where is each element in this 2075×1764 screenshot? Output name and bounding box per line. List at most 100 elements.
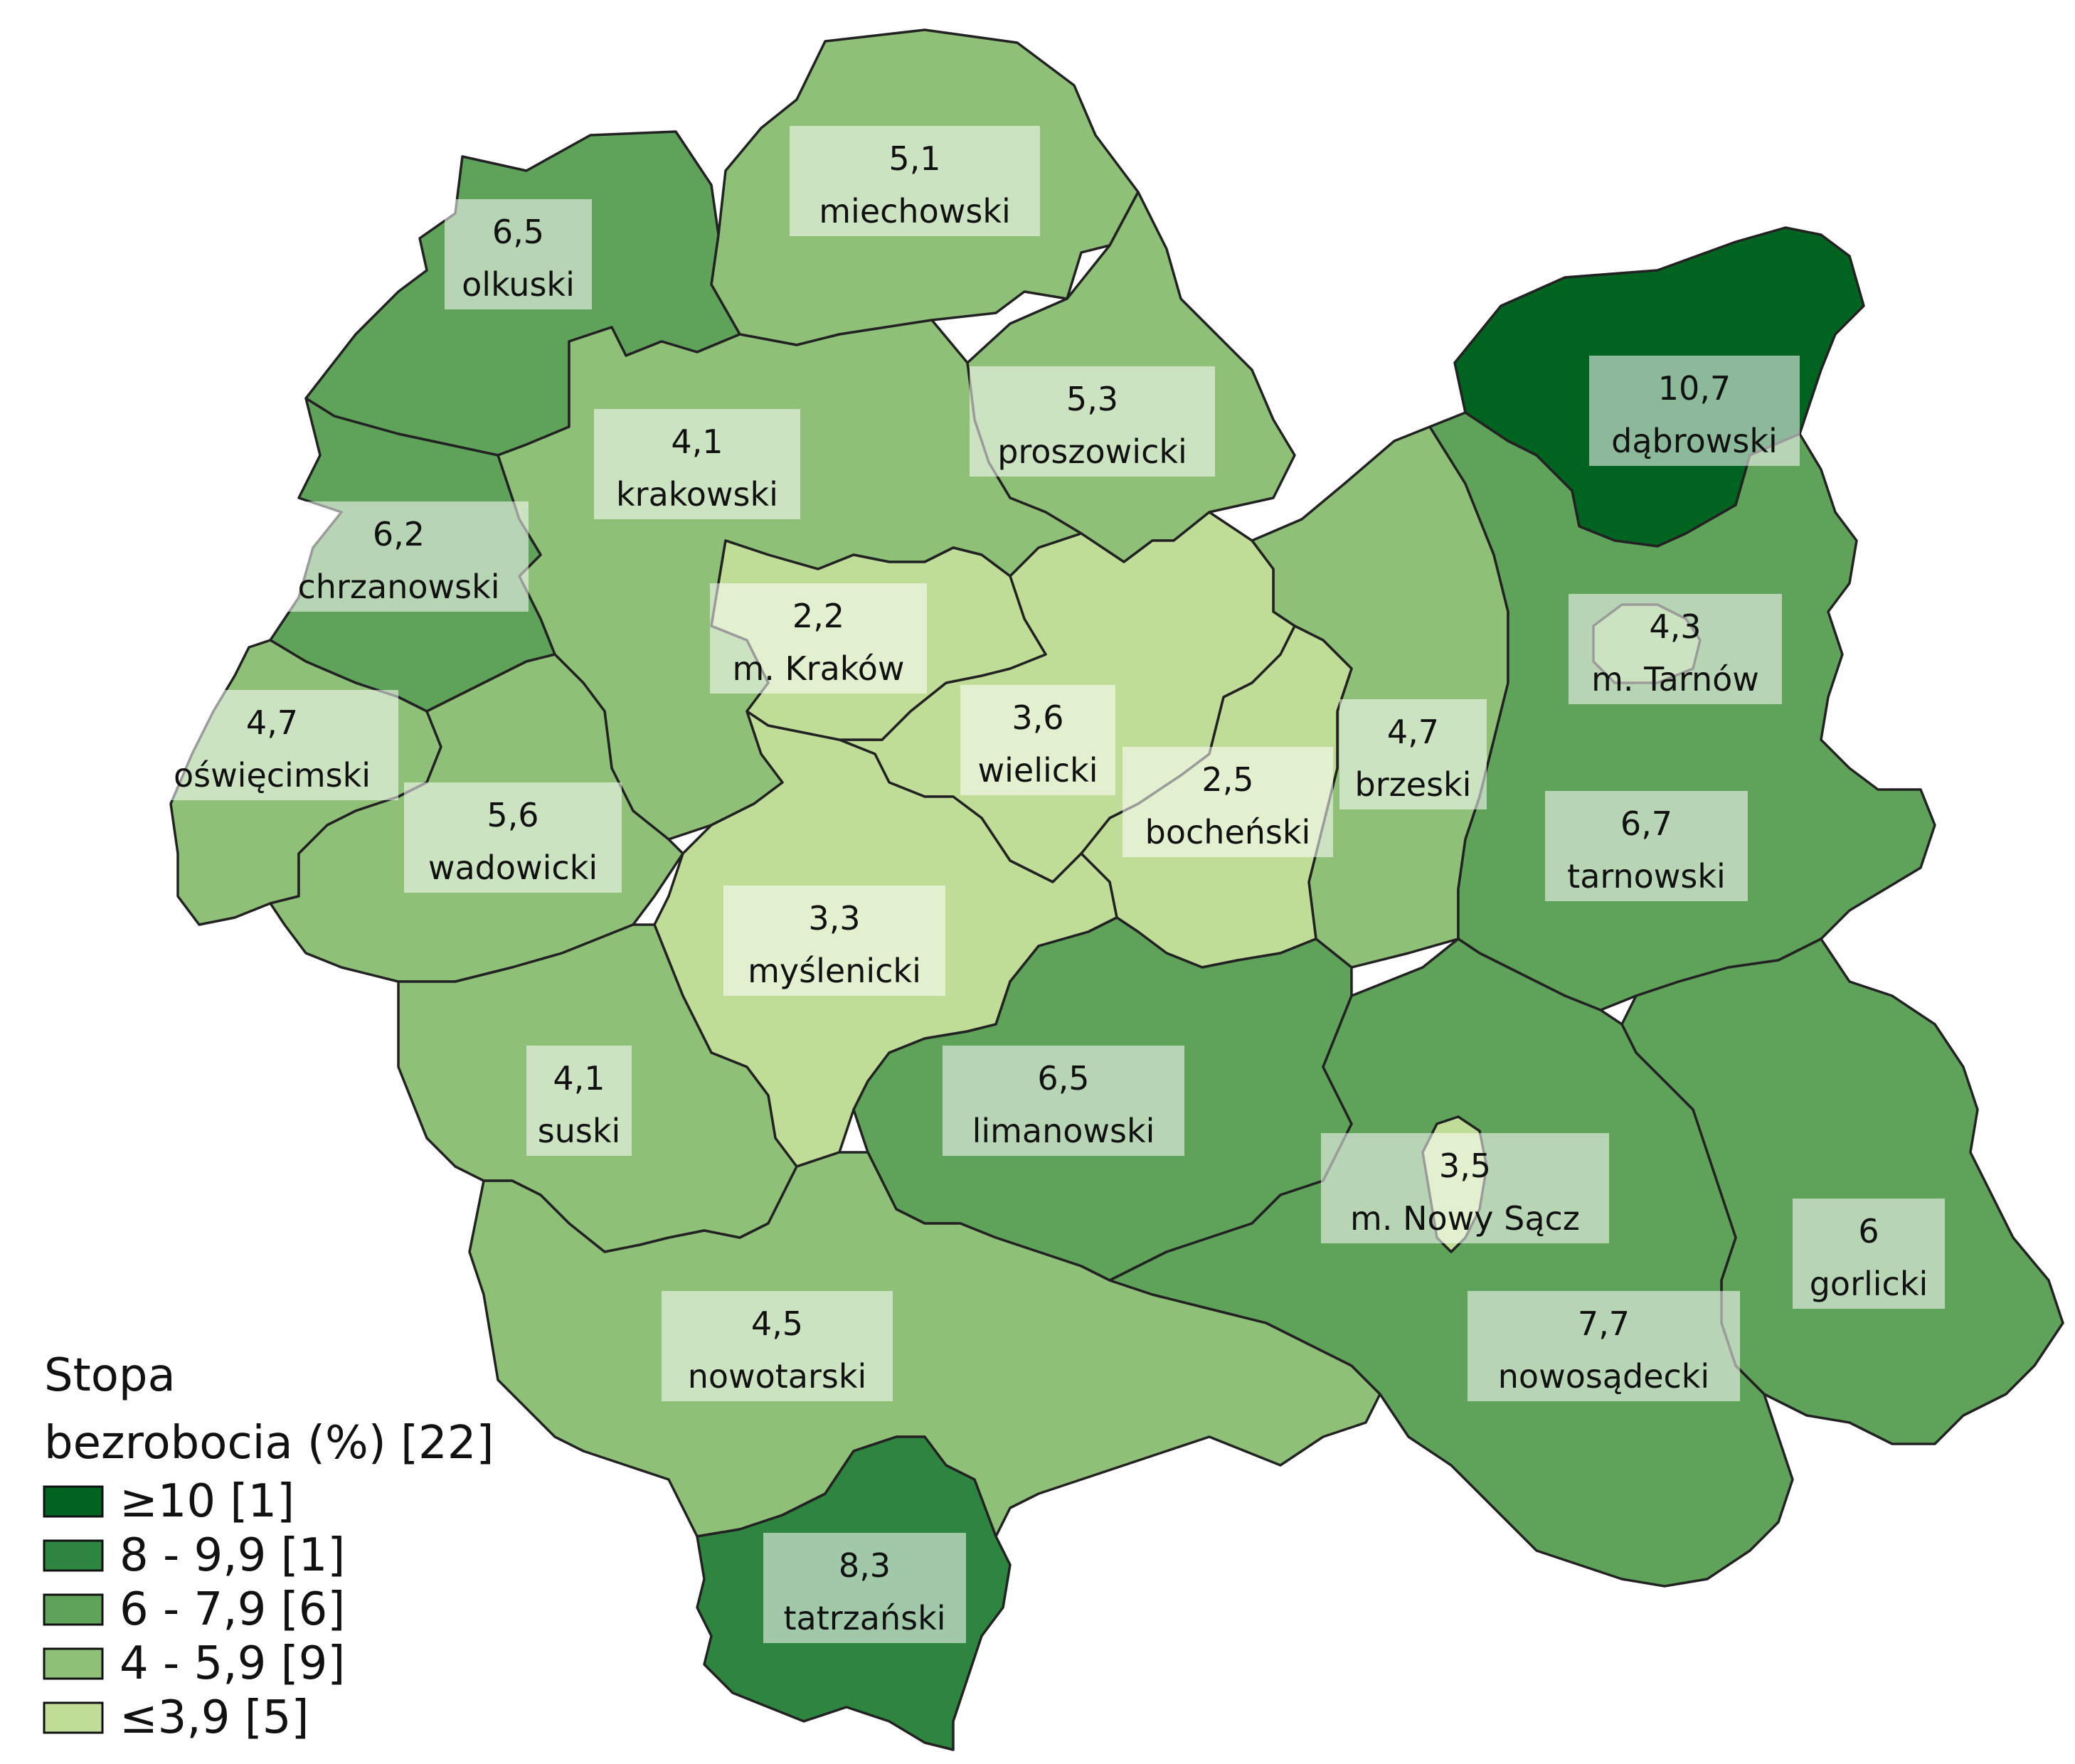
label-box [146, 690, 398, 800]
district-label-gorlicki: 6 gorlicki [1793, 1199, 1945, 1309]
district-name: wadowicki [428, 849, 598, 887]
legend-swatch [43, 1647, 104, 1680]
district-name: limanowski [972, 1112, 1155, 1150]
district-name: m. Tarnów [1591, 660, 1759, 698]
district-label-brzeski: 4,7 brzeski [1339, 699, 1487, 809]
legend-item: 4 - 5,9 [9] [43, 1637, 345, 1690]
district-label-oswiecimski: 4,7 oświęcimski [146, 690, 398, 800]
district-label-tatrzanski: 8,3 tatrzański [763, 1533, 966, 1643]
district-value: 3,5 [1439, 1147, 1491, 1185]
district-name: suski [538, 1112, 621, 1150]
district-value: 4,3 [1649, 607, 1701, 646]
district-label-dabrowski: 10,7 dąbrowski [1589, 356, 1800, 466]
legend-title-line2: bezrobocia (%) [22] [44, 1417, 494, 1470]
district-label-krakowski: 4,1 krakowski [594, 409, 800, 519]
label-box [1569, 594, 1782, 704]
label-box [1468, 1291, 1740, 1401]
district-name: m. Kraków [732, 649, 904, 688]
district-value: 6 [1858, 1212, 1879, 1250]
district-value: 6,7 [1620, 804, 1672, 843]
label-box [790, 126, 1040, 236]
district-labels: 5,1 miechowski 6,5 olkuski 10,7 dąbrowski 5,3 p… [146, 126, 1945, 1643]
district-label-olkuski: 6,5 olkuski [445, 199, 592, 309]
district-nowotarski [468, 1151, 1381, 1538]
legend-title-line1: Stopa [44, 1349, 176, 1402]
label-box [1589, 356, 1800, 466]
district-label-wadowicki: 5,6 wadowicki [404, 782, 622, 893]
district-name: dąbrowski [1611, 422, 1778, 460]
legend-label: ≤3,9 [5] [120, 1691, 309, 1744]
district-label-miechowski: 5,1 miechowski [790, 126, 1040, 236]
legend-label: 8 - 9,9 [1] [120, 1529, 345, 1582]
district-value: 4,1 [553, 1059, 605, 1098]
district-name: bocheński [1145, 813, 1311, 851]
district-label-krakow: 2,2 m. Kraków [710, 583, 927, 694]
district-value: 7,7 [1578, 1305, 1630, 1343]
label-box [710, 583, 927, 694]
district-label-proszowicki: 5,3 proszowicki [970, 366, 1215, 477]
district-label-nowotarski: 4,5 nowotarski [662, 1291, 893, 1401]
district-value: 4,7 [246, 703, 298, 742]
district-value: 4,1 [671, 423, 723, 461]
district-label-nowysacz: 3,5 m. Nowy Sącz [1321, 1133, 1609, 1243]
district-value: 6,5 [1037, 1059, 1089, 1098]
label-box [662, 1291, 893, 1401]
district-value: 4,5 [751, 1305, 803, 1343]
district-name: proszowicki [997, 432, 1187, 471]
district-value: 2,5 [1201, 760, 1253, 799]
district-label-suski: 4,1 suski [526, 1046, 632, 1156]
label-box [1321, 1133, 1609, 1243]
district-name: m. Nowy Sącz [1350, 1199, 1580, 1238]
district-label-myslenicki: 3,3 myślenicki [723, 886, 945, 996]
label-box [763, 1533, 966, 1643]
district-name: wielicki [978, 751, 1098, 790]
district-name: miechowski [819, 192, 1011, 230]
label-box [723, 886, 945, 996]
district-name: chrzanowski [298, 568, 500, 606]
legend-swatch [43, 1485, 104, 1518]
label-box [526, 1046, 632, 1156]
district-name: krakowski [616, 475, 778, 514]
district-name: olkuski [462, 265, 575, 304]
district-label-tarnowski: 6,7 tarnowski [1545, 791, 1748, 901]
district-name: oświęcimski [174, 756, 371, 795]
label-box [1545, 791, 1748, 901]
district-value: 6,2 [373, 515, 425, 553]
label-box [404, 782, 622, 893]
district-value: 2,2 [792, 597, 844, 635]
label-box [445, 199, 592, 309]
district-label-bochenski: 2,5 bocheński [1123, 747, 1333, 857]
legend-swatch [43, 1593, 104, 1626]
legend-item: 6 - 7,9 [6] [43, 1583, 345, 1636]
legend-label: ≥10 [1] [120, 1475, 294, 1528]
legend-label: 6 - 7,9 [6] [120, 1583, 345, 1636]
label-box [970, 366, 1215, 477]
legend-item: ≤3,9 [5] [43, 1691, 309, 1744]
district-name: nowotarski [688, 1357, 867, 1396]
label-box [1339, 699, 1487, 809]
label-box [269, 501, 529, 612]
district-value: 5,3 [1066, 380, 1118, 418]
legend-swatch [43, 1539, 104, 1572]
legend: Stopa bezrobocia (%) [22] ≥10 [1]8 - 9,9… [43, 1349, 494, 1744]
district-label-chrzanowski: 6,2 chrzanowski [269, 501, 529, 612]
district-label-nowosadecki: 7,7 nowosądecki [1468, 1291, 1740, 1401]
district-value: 8,3 [839, 1546, 891, 1585]
label-box [960, 685, 1115, 795]
district-label-limanowski: 6,5 limanowski [943, 1046, 1184, 1156]
district-value: 3,3 [808, 899, 860, 937]
label-box [594, 409, 800, 519]
district-value: 4,7 [1387, 713, 1439, 751]
legend-swatch [43, 1701, 104, 1734]
legend-item: ≥10 [1] [43, 1475, 294, 1528]
label-box [943, 1046, 1184, 1156]
district-label-wielicki: 3,6 wielicki [960, 685, 1115, 795]
district-name: tarnowski [1567, 857, 1726, 896]
district-name: tatrzański [783, 1599, 945, 1637]
legend-item: 8 - 9,9 [1] [43, 1529, 345, 1582]
district-value: 5,6 [487, 796, 538, 834]
legend-label: 4 - 5,9 [9] [120, 1637, 345, 1690]
district-name: nowosądecki [1498, 1357, 1709, 1396]
district-value: 5,1 [888, 139, 940, 178]
